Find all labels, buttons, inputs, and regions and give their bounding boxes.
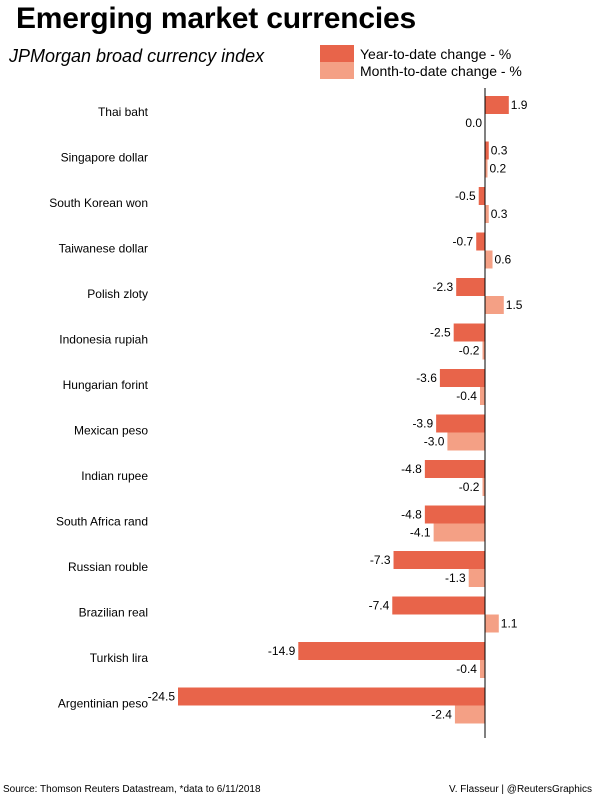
value-label-mtd: 1.1 bbox=[501, 617, 518, 631]
value-label-ytd: -14.9 bbox=[268, 644, 296, 658]
category-label: Russian rouble bbox=[68, 560, 148, 574]
bar-mtd bbox=[482, 478, 485, 496]
bar-mtd bbox=[468, 569, 485, 587]
category-group: Brazilian real -7.4 1.1 bbox=[79, 596, 518, 633]
legend-item-ytd: Year-to-date change - % bbox=[320, 45, 522, 62]
category-label: Argentinian peso bbox=[58, 697, 148, 711]
value-label-mtd: -0.4 bbox=[456, 389, 477, 403]
value-label-ytd: -7.4 bbox=[369, 599, 390, 613]
legend-swatch-mtd bbox=[320, 62, 354, 79]
value-label-mtd: 0.2 bbox=[490, 162, 507, 176]
category-label: Indian rupee bbox=[81, 469, 148, 483]
category-group: Mexican peso -3.9 -3.0 bbox=[74, 414, 485, 451]
category-label: Thai baht bbox=[98, 105, 149, 119]
value-label-ytd: -4.8 bbox=[401, 462, 422, 476]
bar-mtd bbox=[482, 341, 485, 360]
category-label: Singapore dollar bbox=[61, 151, 148, 165]
category-label: Turkish lira bbox=[90, 651, 149, 665]
category-label: Taiwanese dollar bbox=[59, 242, 148, 256]
category-group: South Korean won -0.5 0.3 bbox=[49, 187, 508, 223]
value-label-mtd: 1.5 bbox=[506, 298, 523, 312]
category-label: Hungarian forint bbox=[63, 378, 149, 392]
bar-mtd bbox=[485, 205, 489, 223]
bar-ytd bbox=[436, 414, 485, 433]
category-label: Polish zloty bbox=[87, 287, 148, 301]
value-label-mtd: -0.2 bbox=[459, 344, 480, 358]
category-group: Taiwanese dollar -0.7 0.6 bbox=[59, 232, 512, 269]
bar-ytd bbox=[424, 460, 485, 478]
legend-item-mtd: Month-to-date change - % bbox=[320, 62, 522, 79]
legend-label-mtd: Month-to-date change - % bbox=[360, 62, 522, 79]
source-note: Source: Thomson Reuters Datastream, *dat… bbox=[3, 784, 261, 795]
category-group: Singapore dollar 0.3 0.2 bbox=[61, 141, 508, 178]
bar-ytd bbox=[478, 187, 485, 205]
bar-ytd bbox=[393, 551, 485, 569]
category-group: Russian rouble -7.3 -1.3 bbox=[68, 551, 485, 587]
value-label-mtd: -0.4 bbox=[456, 662, 477, 676]
value-label-mtd: 0.3 bbox=[491, 207, 508, 221]
bar-mtd bbox=[485, 614, 499, 633]
category-label: South Africa rand bbox=[56, 515, 148, 529]
bar-ytd bbox=[392, 596, 485, 615]
bar-ytd bbox=[424, 505, 485, 524]
bar-mtd bbox=[479, 660, 485, 678]
bar-ytd bbox=[453, 323, 485, 342]
bar-mtd bbox=[454, 705, 485, 724]
value-label-ytd: -7.3 bbox=[370, 553, 391, 567]
category-group: Argentinian peso -24.5 -2.4 bbox=[58, 687, 485, 724]
value-label-ytd: -0.7 bbox=[453, 235, 474, 249]
category-label: Brazilian real bbox=[79, 606, 148, 620]
value-label-mtd: -4.1 bbox=[410, 526, 431, 540]
category-label: Indonesia rupiah bbox=[59, 333, 148, 347]
category-group: South Africa rand -4.8 -4.1 bbox=[56, 505, 485, 542]
bar-mtd bbox=[447, 432, 485, 451]
legend-swatch-ytd bbox=[320, 45, 354, 62]
bar-mtd bbox=[485, 296, 504, 314]
value-label-ytd: -3.9 bbox=[412, 417, 433, 431]
chart-subtitle: JPMorgan broad currency index bbox=[9, 46, 265, 66]
value-label-mtd: -1.3 bbox=[445, 571, 466, 585]
value-label-mtd: 0.6 bbox=[495, 253, 512, 267]
legend-label-ytd: Year-to-date change - % bbox=[360, 45, 512, 62]
category-group: Indonesia rupiah -2.5 -0.2 bbox=[59, 323, 485, 360]
value-label-mtd: -2.4 bbox=[431, 708, 452, 722]
bar-mtd bbox=[485, 250, 493, 269]
legend: Year-to-date change - % Month-to-date ch… bbox=[320, 45, 522, 79]
value-label-mtd: -3.0 bbox=[424, 435, 445, 449]
bar-mtd bbox=[485, 159, 488, 178]
value-label-ytd: -2.3 bbox=[432, 280, 453, 294]
bar-ytd bbox=[456, 278, 485, 296]
bar-mtd bbox=[433, 523, 485, 542]
category-label: South Korean won bbox=[49, 196, 148, 210]
bar-ytd bbox=[178, 687, 485, 706]
category-group: Indian rupee -4.8 -0.2 bbox=[81, 460, 485, 496]
bar-ytd bbox=[485, 141, 489, 160]
bar-ytd bbox=[485, 96, 509, 114]
value-label-ytd: -2.5 bbox=[430, 326, 451, 340]
value-label-ytd: -0.5 bbox=[455, 189, 476, 203]
value-label-ytd: -3.6 bbox=[416, 371, 437, 385]
category-label: Mexican peso bbox=[74, 424, 148, 438]
category-group: Thai baht 1.9 0.0 bbox=[98, 96, 528, 132]
value-label-mtd: 0.0 bbox=[465, 116, 482, 130]
bar-ytd bbox=[476, 232, 485, 251]
chart-title: Emerging market currencies bbox=[16, 2, 416, 35]
credit-note: V. Flasseur | @ReutersGraphics bbox=[449, 784, 592, 795]
value-label-ytd: 1.9 bbox=[511, 98, 528, 112]
value-label-ytd: -4.8 bbox=[401, 508, 422, 522]
category-group: Turkish lira -14.9 -0.4 bbox=[90, 642, 485, 678]
value-label-ytd: -24.5 bbox=[148, 690, 176, 704]
bar-ytd bbox=[439, 369, 485, 387]
value-label-mtd: -0.2 bbox=[459, 480, 480, 494]
value-label-ytd: 0.3 bbox=[491, 144, 508, 158]
category-group: Hungarian forint -3.6 -0.4 bbox=[63, 369, 485, 405]
category-group: Polish zloty -2.3 1.5 bbox=[87, 278, 523, 314]
bar-mtd bbox=[479, 387, 485, 405]
bar-ytd bbox=[298, 642, 485, 660]
